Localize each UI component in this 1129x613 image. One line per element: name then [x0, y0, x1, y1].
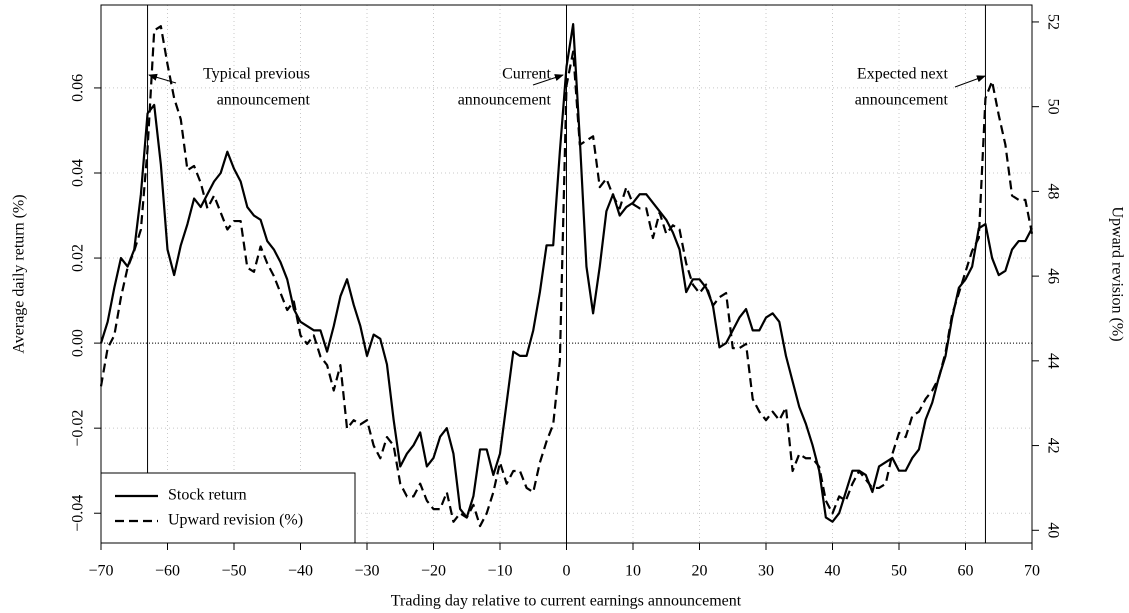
x-tick-label: 50 [891, 563, 907, 580]
annotation: announcement [855, 92, 949, 109]
series-line [99, 23, 1033, 523]
x-tick-label: −70 [88, 563, 113, 580]
x-tick-label: 10 [625, 563, 641, 580]
annotation-arrow [954, 75, 986, 88]
x-tick-label: 60 [958, 563, 974, 580]
x-tick-label: −40 [288, 563, 313, 580]
series-line [99, 25, 1034, 528]
x-tick-label: 70 [1024, 563, 1040, 580]
y-tick-label: −0.04 [70, 495, 87, 532]
y2-tick-label: 52 [1044, 14, 1061, 30]
y-tick-label: 0.06 [70, 74, 87, 102]
y2-tick-label: 46 [1044, 268, 1061, 284]
annotation-arrow [148, 73, 177, 84]
x-tick-label: −10 [487, 563, 512, 580]
x-tick-label: −50 [221, 563, 246, 580]
x-tick-label: 0 [563, 563, 571, 580]
legend-label: Stock return [168, 487, 247, 504]
x-tick-label: −30 [354, 563, 379, 580]
x-tick-label: 30 [758, 563, 774, 580]
annotation: announcement [217, 92, 311, 109]
legend-box [100, 472, 356, 544]
x-tick-label: −60 [155, 563, 180, 580]
x-axis-label: Trading day relative to current earnings… [391, 593, 742, 610]
plot-frame [100, 4, 1033, 544]
y-tick-label: 0.00 [70, 329, 87, 357]
y-tick-label: 0.04 [70, 159, 87, 187]
x-tick-label: 20 [692, 563, 708, 580]
y2-tick-label: 42 [1044, 438, 1061, 454]
y2-tick-label: 48 [1044, 183, 1061, 199]
y2-tick-label: 50 [1044, 99, 1061, 115]
y2-axis-label: Upward revision (%) [1108, 206, 1125, 341]
annotation: Expected next [857, 66, 949, 83]
x-tick-label: 40 [825, 563, 841, 580]
annotation: Current [502, 66, 551, 83]
y-tick-label: −0.02 [70, 410, 87, 447]
y2-tick-label: 40 [1044, 522, 1061, 538]
annotation: announcement [458, 92, 552, 109]
y-tick-label: 0.02 [70, 244, 87, 272]
annotation-arrow [532, 74, 564, 86]
y-axis-label: Average daily return (%) [11, 194, 28, 353]
y2-tick-label: 44 [1044, 353, 1061, 369]
legend-label: Upward revision (%) [168, 512, 303, 529]
annotation: Typical previous [203, 66, 310, 83]
x-tick-label: −20 [421, 563, 446, 580]
